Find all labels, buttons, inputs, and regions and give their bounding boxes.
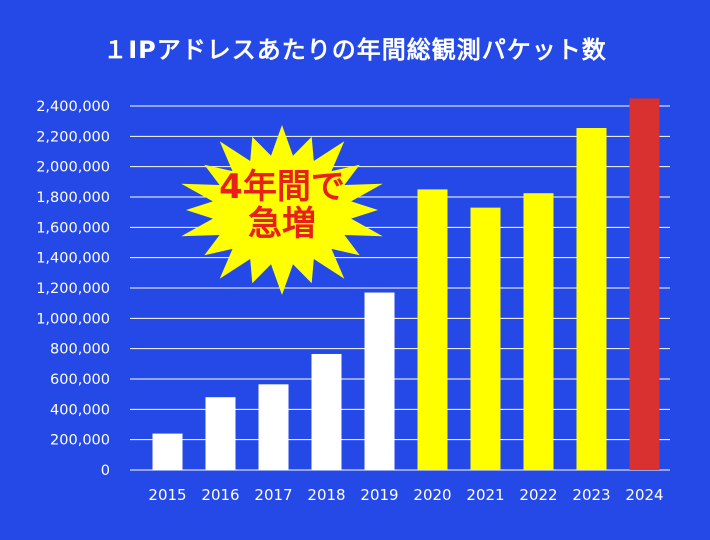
y-tick-label: 600,000: [50, 372, 110, 388]
x-tick-label: 2016: [201, 486, 239, 504]
bar-2021: [470, 207, 501, 470]
x-tick-label: 2018: [307, 486, 345, 504]
bar-2022: [523, 193, 554, 471]
y-tick-label: 800,000: [50, 342, 110, 358]
annotation-line-2: 急増: [248, 204, 316, 244]
chart-title: １IPアドレスあたりの年間総観測パケット数: [103, 36, 607, 64]
annotation-starburst: 4年間で 急増: [181, 125, 383, 295]
y-tick-label: 1,800,000: [36, 190, 110, 206]
y-tick-label: 1,200,000: [36, 281, 110, 297]
x-tick-label: 2017: [254, 486, 292, 504]
bar-2019: [364, 292, 395, 470]
y-tick-label: 0: [101, 463, 110, 479]
y-tick-label: 2,000,000: [36, 160, 110, 176]
x-axis-ticks: 2015 2016 2017 2018 2019 2020 2021 2022 2023 2024: [148, 486, 663, 504]
bar-2024: [629, 98, 660, 471]
bar-2017: [258, 384, 289, 470]
y-tick-label: 400,000: [50, 402, 110, 418]
y-tick-label: 1,000,000: [36, 311, 110, 327]
x-tick-label: 2022: [519, 486, 557, 504]
bar-2020: [417, 189, 448, 470]
y-tick-label: 2,200,000: [36, 129, 110, 145]
x-tick-label: 2015: [148, 486, 186, 504]
x-tick-label: 2024: [625, 486, 663, 504]
y-tick-label: 1,600,000: [36, 220, 110, 236]
y-tick-label: 1,400,000: [36, 251, 110, 267]
y-tick-label: 2,400,000: [36, 99, 110, 115]
y-axis-ticks: 0 200,000 400,000 600,000 800,000 1,000,000 1,…: [36, 99, 110, 479]
bar-2018: [311, 353, 342, 470]
starburst-shape: [181, 125, 383, 295]
x-tick-label: 2023: [572, 486, 610, 504]
bar-2016: [205, 397, 236, 470]
bar-2015: [152, 433, 183, 470]
x-tick-label: 2020: [413, 486, 451, 504]
x-tick-label: 2019: [360, 486, 398, 504]
y-tick-label: 200,000: [50, 433, 110, 449]
bars: [152, 98, 660, 471]
x-tick-label: 2021: [466, 486, 504, 504]
bar-2023: [576, 127, 607, 470]
annotation-line-1: 4年間で: [219, 167, 345, 207]
